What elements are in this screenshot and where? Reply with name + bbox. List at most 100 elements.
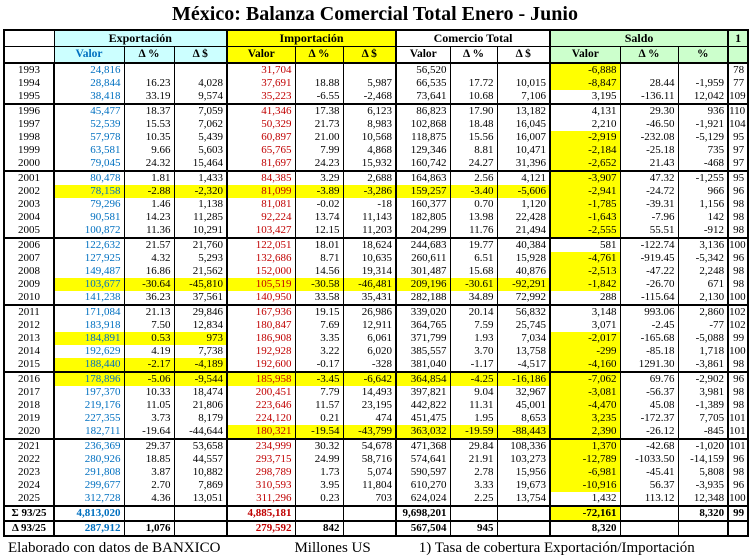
cell: 19.15 bbox=[294, 304, 344, 319]
cell: 671 bbox=[677, 278, 729, 291]
cell: 363,032 bbox=[395, 425, 451, 439]
cell: 58,716 bbox=[342, 453, 397, 466]
cell: 219,176 bbox=[53, 399, 125, 412]
cell: -2,320 bbox=[173, 185, 228, 198]
cell: 96 bbox=[727, 185, 749, 198]
cell: 1.81 bbox=[123, 170, 175, 185]
cell: 14.56 bbox=[294, 265, 344, 278]
cell: 21,494 bbox=[496, 224, 551, 238]
cell: 102 bbox=[727, 319, 749, 332]
cell: 19,314 bbox=[342, 265, 397, 278]
cell: 16.23 bbox=[123, 77, 175, 90]
cell: 36.23 bbox=[123, 291, 175, 305]
cell: -25.18 bbox=[619, 144, 679, 157]
cell: 96 bbox=[727, 453, 749, 466]
cell bbox=[677, 520, 729, 536]
cell: 11.36 bbox=[123, 224, 175, 238]
cell: 1.93 bbox=[449, 332, 498, 345]
cell: -2.88 bbox=[123, 185, 175, 198]
cell: 24.23 bbox=[294, 157, 344, 171]
cell: 10,015 bbox=[496, 77, 551, 90]
cell: 3,148 bbox=[549, 304, 621, 319]
cell: 31,704 bbox=[226, 63, 296, 77]
cell: 96 bbox=[727, 479, 749, 492]
cell bbox=[294, 505, 344, 521]
cell: 180,847 bbox=[226, 319, 296, 332]
footer: Elaborado con datos de BANXICO Millones … bbox=[3, 540, 747, 557]
cell: 703 bbox=[342, 492, 397, 506]
cell: 45,001 bbox=[496, 399, 551, 412]
col-exp-valor: Valor bbox=[53, 46, 125, 64]
source-note: Elaborado con datos de BANXICO bbox=[8, 540, 221, 556]
cell: 2,860 bbox=[677, 304, 729, 319]
cell: 26,986 bbox=[342, 304, 397, 319]
row-label: 2007 bbox=[3, 252, 55, 265]
cell: 98 bbox=[727, 198, 749, 211]
cell: 0.23 bbox=[294, 492, 344, 506]
table-row: 2002 78,158 -2.88 -2,320 81,099 -3.89 -3,286 15… bbox=[3, 185, 749, 198]
cell: 141,238 bbox=[53, 291, 125, 305]
cell: 236,369 bbox=[53, 438, 125, 453]
cell: 23,195 bbox=[342, 399, 397, 412]
cell: 1,433 bbox=[173, 170, 228, 185]
cell bbox=[342, 520, 397, 536]
cell bbox=[496, 63, 551, 77]
cell: -26.70 bbox=[619, 278, 679, 291]
cell: 10,635 bbox=[342, 252, 397, 265]
cell: 24.32 bbox=[123, 157, 175, 171]
cell: 3,195 bbox=[549, 90, 621, 104]
cell: 98 bbox=[727, 211, 749, 224]
col-saldo-delta-pct: Δ % bbox=[619, 46, 679, 64]
cell: 96 bbox=[727, 371, 749, 386]
row-label: 2011 bbox=[3, 304, 55, 319]
table-row: 2009 103,677 -30.64 -45,810 105,519 -30.58 -46… bbox=[3, 278, 749, 291]
cell: 2.78 bbox=[449, 466, 498, 479]
cell: 35,431 bbox=[342, 291, 397, 305]
col-exp-delta-pct: Δ % bbox=[123, 46, 175, 64]
cell: 567,504 bbox=[395, 520, 451, 536]
row-label: 2016 bbox=[3, 371, 55, 386]
cell bbox=[123, 505, 175, 521]
cell: -3.45 bbox=[294, 371, 344, 386]
cell: -2.17 bbox=[123, 358, 175, 372]
cell bbox=[342, 63, 397, 77]
cell: 47.32 bbox=[619, 170, 679, 185]
cell: 96 bbox=[727, 252, 749, 265]
cell: 966 bbox=[677, 185, 729, 198]
cell: -1,255 bbox=[677, 170, 729, 185]
cell: 104 bbox=[727, 118, 749, 131]
cell: 3.33 bbox=[449, 479, 498, 492]
table-row: 1994 28,844 16.23 4,028 37,691 18.88 5,987 66,5… bbox=[3, 77, 749, 90]
corner-cell-2 bbox=[3, 46, 55, 64]
cell: 81,697 bbox=[226, 157, 296, 171]
cell: 0.21 bbox=[294, 412, 344, 425]
row-label: 2015 bbox=[3, 358, 55, 372]
cell: -3,935 bbox=[677, 479, 729, 492]
table-row: 2023 291,808 3.87 10,882 298,789 1.73 5,074 590… bbox=[3, 466, 749, 479]
cell: 98 bbox=[727, 265, 749, 278]
cell: 149,487 bbox=[53, 265, 125, 278]
cell: -46,481 bbox=[342, 278, 397, 291]
col-ct-delta-usd: Δ $ bbox=[496, 46, 551, 64]
cell: 84,385 bbox=[226, 170, 296, 185]
cell: 18,624 bbox=[342, 237, 397, 252]
cell: -92,291 bbox=[496, 278, 551, 291]
cell: -1033.50 bbox=[619, 453, 679, 466]
cell: 7,034 bbox=[496, 332, 551, 345]
cell: 9.66 bbox=[123, 144, 175, 157]
cell: 38,418 bbox=[53, 90, 125, 104]
cell: 6.51 bbox=[449, 252, 498, 265]
cell: 102,868 bbox=[395, 118, 451, 131]
cell: 17.72 bbox=[449, 77, 498, 90]
cell: 610,270 bbox=[395, 479, 451, 492]
cell: 99 bbox=[727, 332, 749, 345]
table-row: 2018 219,176 11.05 21,806 223,646 11.57 23,195… bbox=[3, 399, 749, 412]
table-row: 2015 188,440 -2.17 -4,189 192,600 -0.17 -328 38… bbox=[3, 358, 749, 372]
cell: -6,888 bbox=[549, 63, 621, 77]
cell: 11.05 bbox=[123, 399, 175, 412]
cell: 288 bbox=[549, 291, 621, 305]
cell: 1,156 bbox=[677, 198, 729, 211]
cell: 15,956 bbox=[496, 466, 551, 479]
cell: 15.56 bbox=[449, 131, 498, 144]
cell: 54,678 bbox=[342, 438, 397, 453]
